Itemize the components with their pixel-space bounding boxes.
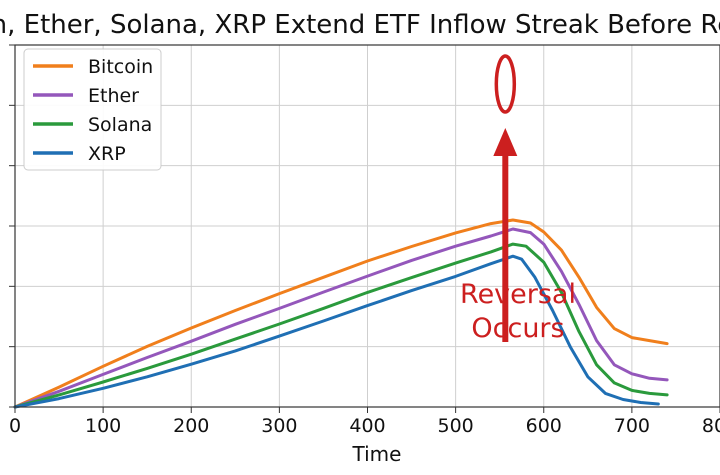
x-tick-label: 500	[437, 415, 473, 437]
reversal-arrow-head	[493, 128, 518, 156]
series-line-ether	[13, 227, 669, 409]
x-tick-label: 400	[349, 415, 385, 437]
legend-label-bitcoin: Bitcoin	[88, 56, 153, 78]
series-line-solana	[13, 242, 669, 409]
x-axis-label: Time	[352, 442, 402, 466]
series-lines	[13, 218, 669, 409]
legend-label-xrp: XRP	[88, 143, 126, 165]
x-tick-label: 800	[702, 415, 720, 437]
legend: Bitcoin Ether Solana XRP	[23, 48, 162, 171]
reversal-highlight-ellipse	[494, 54, 517, 114]
chart-title: Bitcoin, Ether, Solana, XRP Extend ETF I…	[0, 10, 720, 40]
x-tick-label: 600	[526, 415, 562, 437]
x-tick-label: 700	[614, 415, 650, 437]
x-tick-label: 100	[85, 415, 121, 437]
series-line-bitcoin	[13, 218, 669, 409]
x-tick-label: 0	[9, 415, 21, 437]
annotation-line-1: Reversal	[460, 279, 576, 310]
legend-label-ether: Ether	[88, 85, 139, 107]
series-line-xrp	[13, 254, 660, 409]
legend-label-solana: Solana	[88, 114, 152, 136]
y-axis-ticks	[9, 44, 15, 408]
x-tick-label: 300	[261, 415, 297, 437]
x-axis-ticks: 0 100 200 300 400 500 600 700 800	[9, 407, 720, 437]
x-tick-label: 200	[173, 415, 209, 437]
annotation-line-2: Occurs	[471, 313, 564, 344]
legend-box	[23, 48, 162, 171]
